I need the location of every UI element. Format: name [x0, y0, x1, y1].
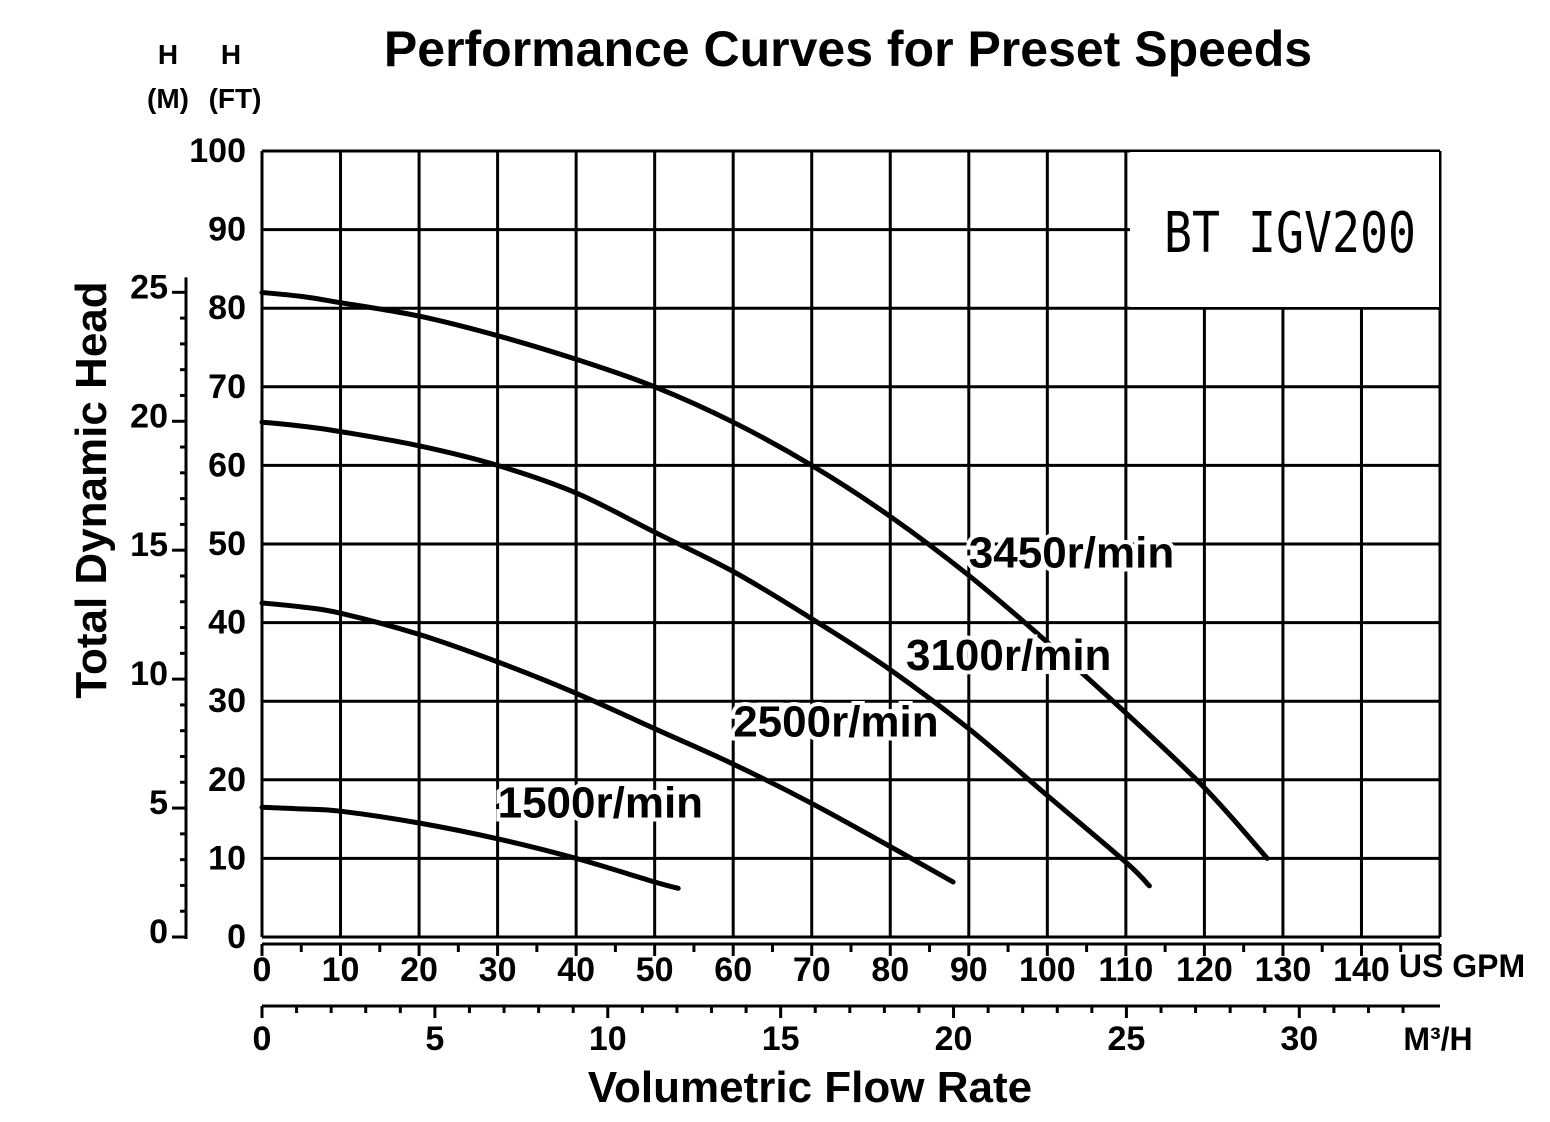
series-label: 2500r/min	[733, 698, 938, 747]
model-label: BT IGV200	[1164, 201, 1416, 266]
series-line	[259, 419, 1152, 889]
x-tick-label-m3h: 30	[1280, 1020, 1318, 1058]
y-tick-label-m: 15	[130, 526, 168, 564]
y-tick-label-ft: 30	[208, 682, 246, 720]
chart-title: Performance Curves for Preset Speeds	[384, 21, 1312, 77]
series-label: 3100r/min	[906, 631, 1111, 680]
y-tick-label-ft: 100	[189, 132, 246, 170]
series-label: 1500r/min	[498, 779, 703, 828]
x-tick-label-gpm: 120	[1176, 951, 1233, 989]
y-tick-label-ft: 50	[208, 525, 246, 563]
series-label: 3450r/min	[969, 529, 1174, 578]
yaxis-m-label-top: H	[158, 39, 178, 70]
y-tick-label-m: 10	[130, 655, 168, 693]
y-tick-label-ft: 70	[208, 368, 246, 406]
y-tick-label-m: 25	[130, 268, 168, 306]
series-group: 3450r/min 3100r/min 2500r/min 1500r/min	[259, 290, 1270, 891]
y-tick-label-ft: 60	[208, 446, 246, 484]
yaxis-ft-label-unit: (FT)	[209, 83, 262, 114]
y-tick-label-ft: 90	[208, 211, 246, 249]
y-axis-title: Total Dynamic Head	[67, 281, 116, 698]
series-line	[259, 804, 681, 891]
x-tick-label-gpm: 70	[793, 951, 831, 989]
x-tick-label-gpm: 10	[322, 951, 360, 989]
x-tick-label-m3h: 15	[762, 1020, 800, 1058]
x-tick-label-gpm: 30	[479, 951, 517, 989]
x-tick-label-gpm: 20	[400, 951, 438, 989]
xaxis-m3h-unit: M³/H	[1403, 1021, 1472, 1057]
series-line	[259, 600, 956, 885]
y-tick-label-ft: 20	[208, 761, 246, 799]
y-tick-label-m: 20	[130, 397, 168, 435]
x-axis-title: Volumetric Flow Rate	[588, 1063, 1032, 1112]
series-line	[259, 290, 1270, 861]
x-tick-label-m3h: 0	[253, 1020, 272, 1058]
x-tick-label-gpm: 110	[1098, 951, 1153, 989]
y-tick-label-ft: 40	[208, 604, 246, 642]
y-tick-label-ft: 0	[227, 918, 246, 956]
x-tick-label-gpm: 80	[871, 951, 909, 989]
y-tick-label-ft: 80	[208, 289, 246, 327]
x-tick-label-gpm: 100	[1019, 951, 1076, 989]
x-tick-label-m3h: 20	[935, 1020, 973, 1058]
x-tick-label-gpm: 50	[636, 951, 674, 989]
x-tick-label-gpm: 130	[1255, 951, 1312, 989]
y-tick-label-m: 5	[149, 784, 168, 822]
yaxis-ft-label-top: H	[221, 39, 241, 70]
x-tick-label-gpm: 60	[714, 951, 752, 989]
x-tick-label-gpm: 140	[1333, 951, 1390, 989]
model-label-box	[1130, 152, 1439, 307]
x-tick-label-gpm: 0	[253, 951, 272, 989]
yaxis-m-label-unit: (M)	[147, 83, 189, 114]
y-tick-label-m: 0	[149, 913, 168, 951]
xaxis-gpm-unit: US GPM	[1399, 948, 1525, 984]
x-tick-label-m3h: 25	[1108, 1020, 1146, 1058]
x-tick-label-gpm: 40	[557, 951, 595, 989]
x-tick-label-gpm: 90	[950, 951, 988, 989]
grid	[260, 149, 1442, 939]
x-tick-label-m3h: 10	[589, 1020, 627, 1058]
y-tick-label-ft: 10	[208, 839, 246, 877]
x-tick-label-m3h: 5	[425, 1020, 444, 1058]
axes	[172, 277, 1442, 1018]
